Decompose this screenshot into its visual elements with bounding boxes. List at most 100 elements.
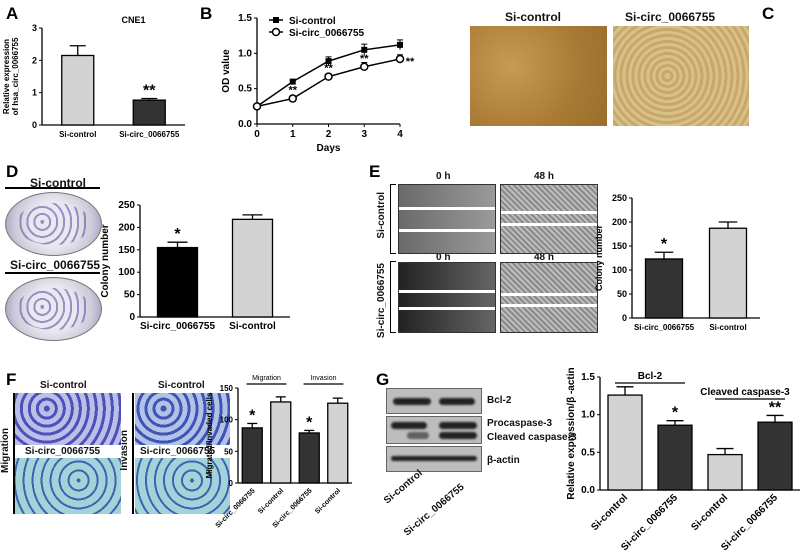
chart-b: 0.0 0.5 1.0 1.5 OD value 0 1 2 3 4 Days Si-control *… [221, 13, 415, 154]
y-tick-label: 250 [612, 193, 627, 203]
divider [5, 187, 100, 189]
y-tick-label: 0.5 [238, 84, 252, 95]
e-time-0-bottom: 0 h [436, 252, 451, 263]
data-point [360, 62, 369, 72]
panel-label-f: F [6, 370, 17, 389]
panel-label-e: E [369, 162, 381, 181]
y-tick-label: 2 [32, 55, 37, 65]
chart-e: 0 50 100 150 200 250 Colony number * Si-circ_006… [594, 193, 760, 332]
x-tick-label: 2 [326, 129, 332, 140]
y-axis-label-line: of hsa_circ_0066755 [11, 37, 20, 115]
y-tick-label: 3 [32, 23, 37, 33]
panel-label-c: C [762, 4, 775, 23]
chart-d: 0 50 100 150 200 250 Colony number * Si-circ_006… [100, 200, 290, 332]
significance-marker: * [174, 226, 181, 243]
western-blot [386, 388, 482, 472]
si-control-cell-image [470, 26, 607, 126]
legend-marker [273, 17, 279, 23]
x-tick-label: 0 [254, 129, 260, 140]
y-axis-label: Migrated/Invaded cells [205, 392, 214, 478]
bar [132, 99, 166, 126]
divider [13, 393, 15, 514]
band-label-beta-actin: β-actin [487, 455, 520, 466]
y-tick-label: 200 [612, 217, 627, 227]
group-label: Bcl-2 [638, 371, 663, 382]
group-label: Cleaved caspase-3 [700, 387, 790, 398]
significance-marker: ** [360, 53, 369, 65]
bracket [390, 261, 396, 333]
migration-si-circ-image [15, 458, 121, 514]
scratch-image-control-0h [398, 184, 496, 254]
chart-title: CNE1 [121, 15, 145, 25]
y-axis-label: Colony number [594, 225, 604, 291]
bar [241, 427, 263, 484]
d-bottom-label: Si-circ_0066755 [10, 258, 101, 272]
y-tick-label: 200 [118, 222, 135, 233]
si-circ-plate-image [5, 277, 102, 341]
data-point [397, 41, 403, 48]
e-time-0-top: 0 h [436, 171, 451, 182]
y-tick-label: 0 [622, 313, 627, 323]
bar [708, 227, 748, 319]
y-axis-label-line: Relative expression [2, 39, 11, 114]
legend-label: Si-control [289, 16, 336, 27]
significance-marker: ** [769, 399, 782, 416]
x-tick-label: 1 [290, 129, 296, 140]
x-tick-label: Si-control [59, 130, 96, 139]
significance-marker: * [672, 405, 679, 422]
y-axis-label: Colony number [100, 224, 111, 297]
panel-label-a: A [6, 4, 19, 23]
x-tick-label: Si-control [314, 487, 342, 515]
data-point [324, 72, 333, 81]
y-tick-label: 1.5 [581, 372, 595, 383]
chart-a: 0 1 2 3 Relative expressionof hsa_circ_00667… [2, 15, 185, 139]
band-label-cleaved-caspase3: Cleaved caspase-3 [487, 432, 577, 443]
y-tick-label: 0.5 [581, 447, 595, 458]
x-tick-label: 4 [397, 129, 403, 140]
significance-marker: * [249, 407, 256, 424]
x-tick-label: Si-control [229, 321, 276, 332]
migration-control-image [15, 393, 121, 445]
y-tick-label: 1.0 [581, 410, 595, 421]
bar [707, 453, 743, 491]
band-label-bcl2: Bcl-2 [487, 395, 512, 406]
invasion-si-circ-image [135, 458, 230, 514]
y-tick-label: 1 [32, 88, 37, 98]
x-tick-label: Si-control [689, 492, 730, 533]
y-axis-label: OD value [221, 49, 232, 93]
bar [298, 432, 320, 484]
data-point [252, 102, 262, 111]
x-axis-label: Days [317, 143, 341, 154]
chart-f: 0 50 100 150 Migrated/Invaded cells * Si-circ_… [205, 375, 352, 530]
y-tick-label: 0 [129, 312, 135, 323]
y-tick-label: 100 [118, 267, 135, 278]
significance-marker: ** [324, 63, 333, 75]
si-control-plate-image [5, 192, 102, 256]
y-tick-label: 50 [124, 290, 136, 301]
bar [657, 424, 693, 491]
legend-marker [271, 27, 281, 37]
si-circ-cell-image [613, 26, 749, 126]
f-top-right-label: Si-control [158, 380, 205, 391]
x-tick-label: Si-circ_0066755 [215, 487, 257, 529]
data-point [325, 58, 332, 65]
invasion-control-image [135, 393, 230, 445]
x-tick-label: Si-control [589, 492, 630, 533]
y-tick-label: 100 [220, 416, 234, 425]
divider [5, 272, 100, 274]
y-tick-label: 0.0 [581, 485, 595, 496]
bar [231, 218, 274, 318]
y-tick-label: 1.5 [238, 13, 252, 24]
significance-marker: * [661, 236, 668, 253]
y-tick-label: 1.0 [238, 48, 252, 59]
data-point [289, 78, 296, 85]
panel-label-d: D [6, 162, 19, 181]
bar [607, 394, 643, 491]
panel-label-b: B [200, 4, 213, 23]
d-top-label: Si-control [30, 176, 86, 190]
y-tick-label: 150 [118, 245, 135, 256]
data-point [395, 54, 405, 64]
bracket [390, 184, 396, 254]
